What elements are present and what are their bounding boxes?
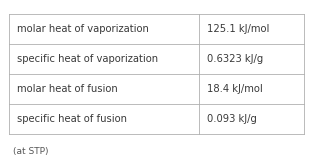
Text: 18.4 kJ/mol: 18.4 kJ/mol: [207, 84, 262, 94]
Text: 0.6323 kJ/g: 0.6323 kJ/g: [207, 54, 263, 64]
Text: molar heat of fusion: molar heat of fusion: [17, 84, 118, 94]
Text: 125.1 kJ/mol: 125.1 kJ/mol: [207, 24, 269, 34]
Text: (at STP): (at STP): [13, 147, 48, 156]
Text: specific heat of vaporization: specific heat of vaporization: [17, 54, 158, 64]
Text: specific heat of fusion: specific heat of fusion: [17, 114, 127, 124]
Text: molar heat of vaporization: molar heat of vaporization: [17, 24, 149, 34]
Text: 0.093 kJ/g: 0.093 kJ/g: [207, 114, 256, 124]
